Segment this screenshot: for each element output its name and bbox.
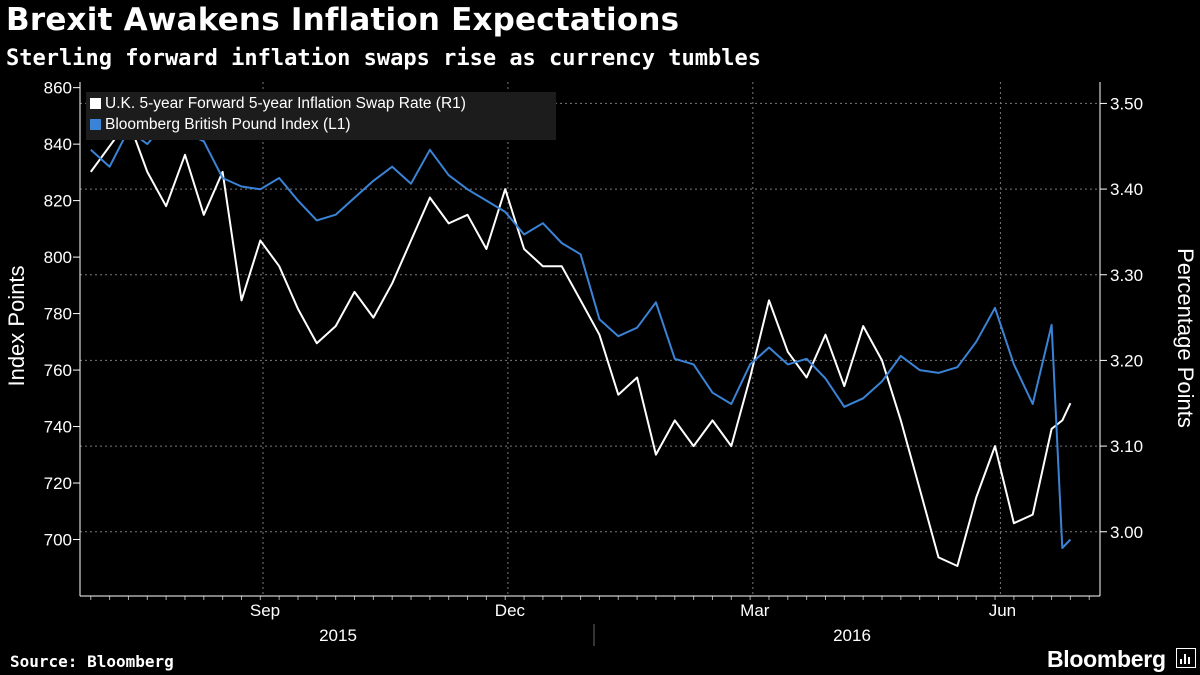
x-tick-label: Dec [495, 601, 526, 620]
legend-item-swap: U.K. 5-year Forward 5-year Inflation Swa… [90, 95, 466, 113]
grid-lines [80, 82, 1100, 596]
y-tick-right: 3.30 [1110, 266, 1143, 285]
x-year-label: 2016 [833, 626, 871, 645]
bloomberg-chart-icon [1176, 648, 1196, 668]
x-tick-label: Jun [989, 601, 1016, 620]
y-tick-left: 700 [44, 531, 72, 550]
y-tick-left: 740 [44, 418, 72, 437]
y-tick-right: 3.20 [1110, 351, 1143, 370]
y-tick-left: 760 [44, 361, 72, 380]
legend-swatch-swap [90, 98, 101, 109]
y-tick-left: 820 [44, 192, 72, 211]
legend-item-pound: Bloomberg British Pound Index (L1) [90, 116, 351, 134]
series-line-swap-rate [89, 119, 1072, 567]
y-axis-label-right: Percentage Points [1173, 248, 1198, 428]
y-tick-left: 720 [44, 474, 72, 493]
y-tick-left: 780 [44, 305, 72, 324]
bloomberg-logo: Bloomberg [1047, 646, 1166, 672]
series-lines [89, 119, 1072, 567]
axes [73, 82, 1107, 646]
x-tick-label: Sep [250, 601, 280, 620]
tick-labels: 860 840 820 800 780 760 740 720 700 3.50 3.40 3.30 3… [44, 79, 1143, 645]
chart-subtitle: Sterling forward inflation swaps rise as… [6, 46, 761, 71]
y-tick-right: 3.50 [1110, 94, 1143, 113]
series-line-pound-index [90, 120, 1072, 549]
y-tick-left: 840 [44, 135, 72, 154]
legend-label-pound: Bloomberg British Pound Index (L1) [105, 116, 351, 133]
y-tick-right: 3.00 [1110, 523, 1143, 542]
x-year-label: 2015 [319, 626, 357, 645]
source-note: Source: Bloomberg [10, 652, 174, 671]
legend: U.K. 5-year Forward 5-year Inflation Swa… [86, 92, 556, 140]
y-tick-right: 3.40 [1110, 180, 1143, 199]
chart-title: Brexit Awakens Inflation Expectations [6, 2, 680, 38]
legend-swatch-pound [90, 119, 101, 130]
y-tick-right: 3.10 [1110, 437, 1143, 456]
legend-label-swap: U.K. 5-year Forward 5-year Inflation Swa… [105, 95, 466, 112]
y-tick-left: 800 [44, 248, 72, 267]
y-axis-label-left: Index Points [4, 265, 29, 386]
y-tick-left: 860 [44, 79, 72, 98]
x-tick-label: Mar [740, 601, 770, 620]
